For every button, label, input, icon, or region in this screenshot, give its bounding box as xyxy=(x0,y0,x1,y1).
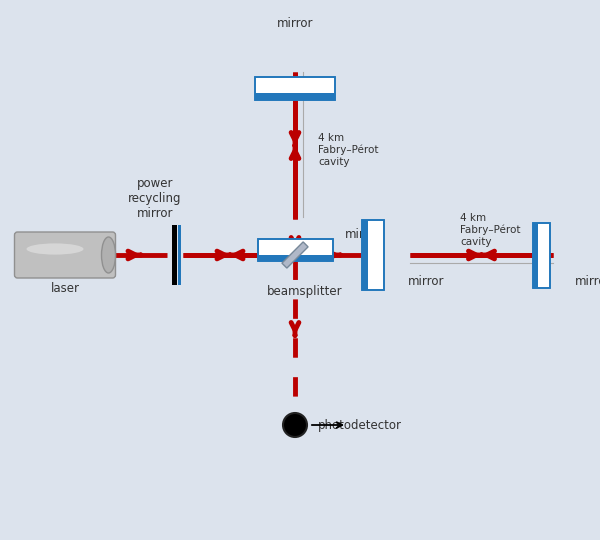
Text: photodetector: photodetector xyxy=(318,418,402,431)
Bar xyxy=(533,222,538,287)
Bar xyxy=(255,77,335,100)
Text: 4 km
Fabry–Pérot
cavity: 4 km Fabry–Pérot cavity xyxy=(318,133,379,167)
Bar xyxy=(257,239,332,261)
Ellipse shape xyxy=(101,237,115,273)
Bar xyxy=(362,220,368,290)
Text: mirror: mirror xyxy=(408,275,445,288)
Bar xyxy=(533,222,550,287)
Text: laser: laser xyxy=(50,282,79,295)
Text: power
recycling
mirror: power recycling mirror xyxy=(128,177,182,220)
Text: beamsplitter: beamsplitter xyxy=(267,285,343,298)
Ellipse shape xyxy=(26,244,83,254)
Text: 4 km
Fabry–Pérot
cavity: 4 km Fabry–Pérot cavity xyxy=(460,213,521,247)
Bar xyxy=(255,77,335,100)
Bar xyxy=(255,93,335,100)
Bar xyxy=(172,225,177,285)
Bar xyxy=(257,239,332,261)
Bar xyxy=(362,220,384,290)
Circle shape xyxy=(283,413,307,437)
Bar xyxy=(533,222,550,287)
Text: mirror: mirror xyxy=(575,275,600,288)
Text: mirror: mirror xyxy=(345,228,382,241)
Bar xyxy=(178,225,181,285)
FancyBboxPatch shape xyxy=(14,232,115,278)
Polygon shape xyxy=(282,242,308,268)
Text: mirror: mirror xyxy=(277,17,313,30)
Bar xyxy=(362,220,384,290)
Bar xyxy=(257,255,332,261)
